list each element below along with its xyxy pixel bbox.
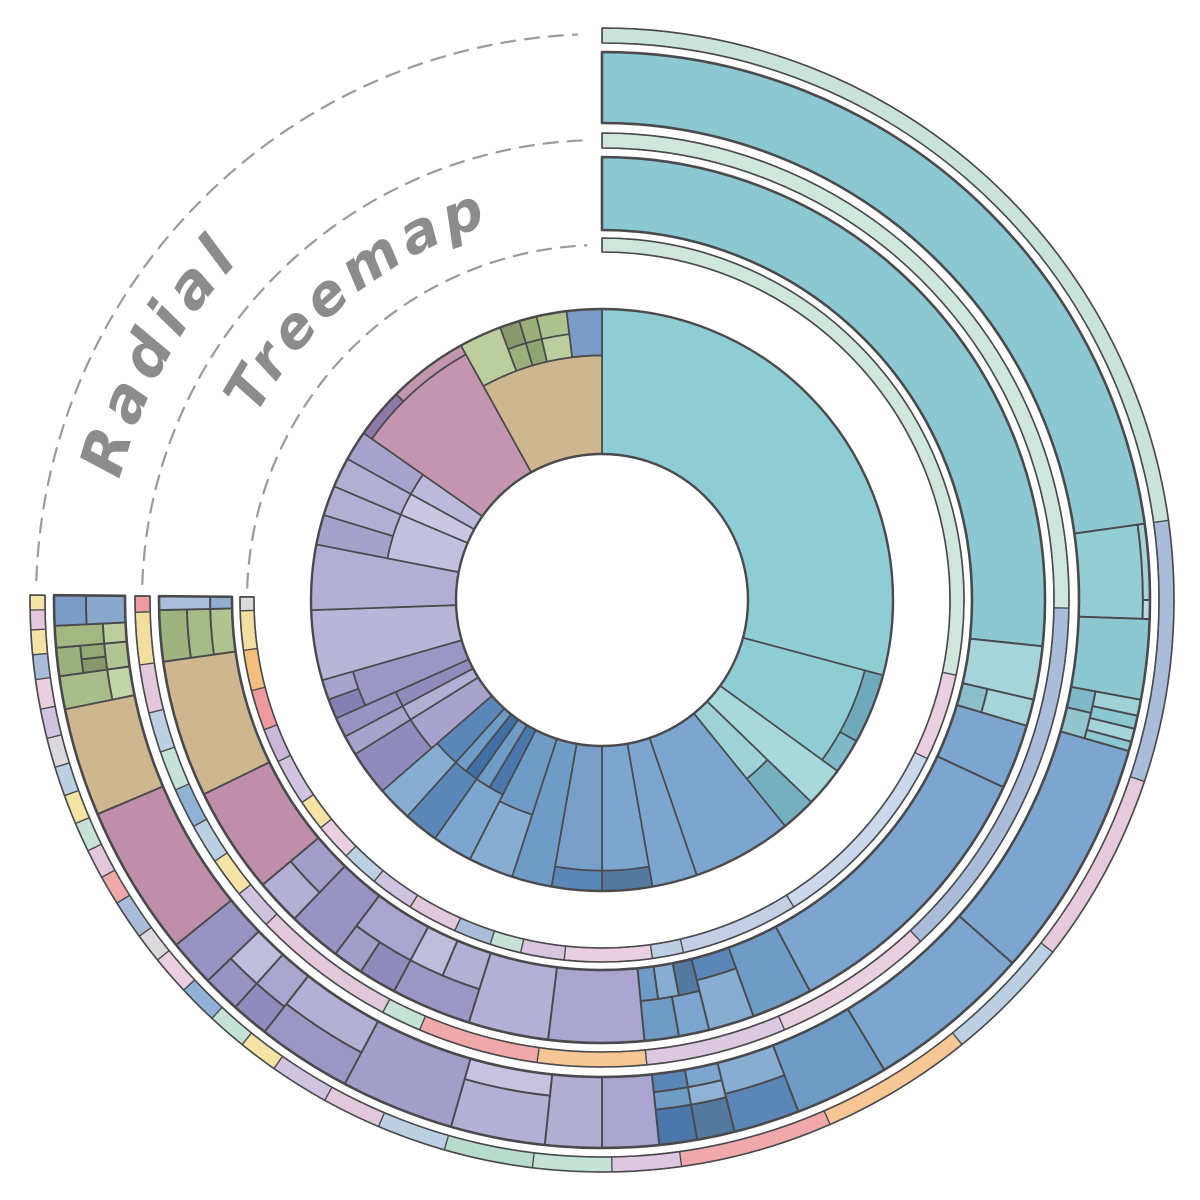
inner-treemap-block <box>565 308 603 359</box>
ring-3-block <box>53 622 106 649</box>
leaf-track-3-border <box>29 27 1175 1173</box>
leaf-track-1-block <box>263 724 292 763</box>
ring-3 <box>52 50 1152 1150</box>
ring-3-block <box>543 1073 603 1149</box>
inner-treemap <box>309 307 895 893</box>
ring-3-block <box>654 1103 699 1146</box>
dashed-arc-3 <box>35 33 579 582</box>
inner-treemap-block <box>540 333 574 363</box>
leaf-track-2 <box>134 132 1070 1068</box>
inner-treemap-outer-border <box>309 307 895 893</box>
ring-3-border <box>52 50 1152 1150</box>
ring-3-block <box>1073 523 1144 620</box>
ring-2-block <box>158 595 212 611</box>
inner-treemap-inner-border <box>454 452 750 748</box>
ring-2-block <box>209 595 234 610</box>
ring-3-block <box>85 594 127 626</box>
leaf-track-1-border <box>239 237 965 963</box>
leaf-track-3-block <box>30 628 49 656</box>
ring-3-block <box>101 621 128 645</box>
leaf-track-3 <box>29 27 1175 1173</box>
leaf-track-1-block <box>454 917 496 945</box>
ring-2 <box>157 155 1047 1045</box>
leaf-track-1-block <box>239 596 255 612</box>
leaf-track-1 <box>239 237 965 963</box>
ring-2-block <box>185 607 215 659</box>
ring-3-block <box>55 644 85 678</box>
ring-3-block <box>103 640 131 671</box>
leaf-track-2-block <box>159 746 190 791</box>
dashed-arc-1 <box>246 244 588 589</box>
leaf-track-2-block <box>148 708 176 753</box>
title-word-1: Radial <box>66 218 254 484</box>
leaf-track-3-block <box>29 594 46 611</box>
leaf-track-1-block <box>250 686 278 731</box>
leaf-track-2-block <box>134 595 151 613</box>
dashed-guide-arcs <box>35 33 588 589</box>
ring-2-block <box>158 608 192 663</box>
leaf-track-3-block <box>29 609 47 631</box>
ring-2-block <box>639 995 680 1042</box>
leaf-track-2-border <box>134 132 1070 1068</box>
ring-2-border <box>157 155 1047 1045</box>
ring-3-block <box>601 1073 661 1149</box>
ring-3-block <box>1070 615 1151 701</box>
ring-2-block <box>547 966 646 1044</box>
dashed-arc-2 <box>141 139 584 586</box>
ring-3-block <box>53 594 88 627</box>
